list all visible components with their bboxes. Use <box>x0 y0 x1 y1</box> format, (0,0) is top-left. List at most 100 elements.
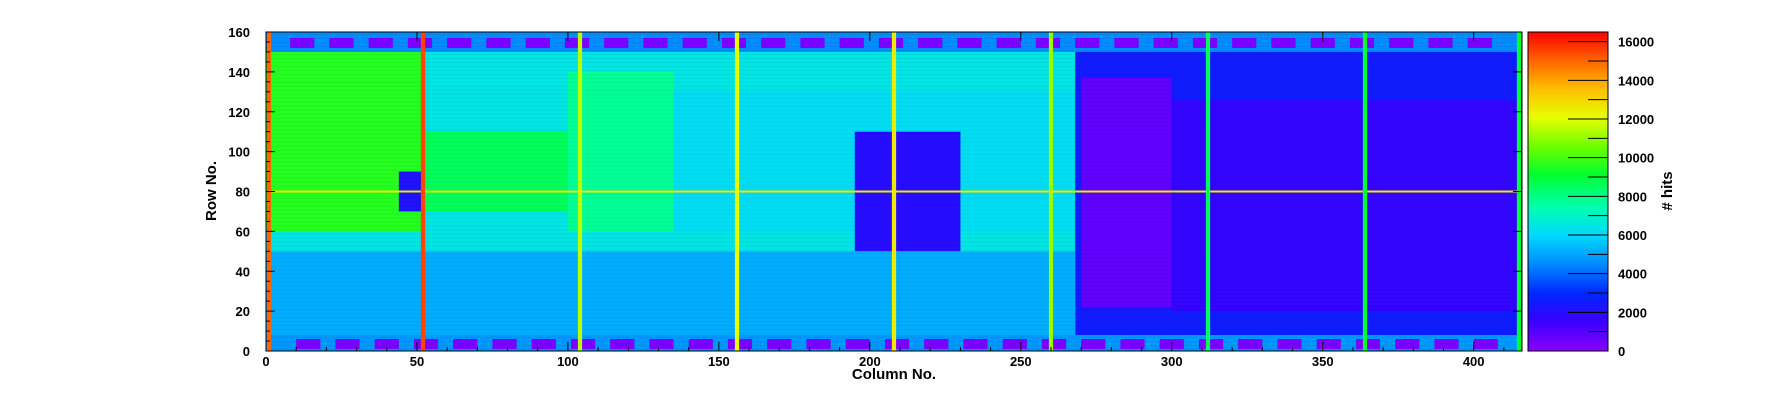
hot-column <box>420 32 426 351</box>
pad-cell <box>1238 339 1263 350</box>
pad-cell <box>1389 37 1414 48</box>
pad-cell <box>368 37 393 48</box>
z-tick-label: 4000 <box>1618 267 1647 282</box>
pad-cell <box>767 339 792 350</box>
pad-cell <box>604 37 629 48</box>
pad-cell <box>1120 339 1145 350</box>
pad-cell <box>447 37 472 48</box>
pad-cell <box>918 37 943 48</box>
hot-column <box>891 32 897 351</box>
y-tick-label: 20 <box>236 304 250 319</box>
y-tick-label: 80 <box>236 185 250 200</box>
x-tick-label: 200 <box>859 354 881 369</box>
heatmap-region <box>266 32 423 232</box>
y-tick-label: 0 <box>243 344 250 359</box>
heatmap-cells <box>266 32 1522 351</box>
pad-cell <box>1428 37 1453 48</box>
pad-cell <box>1467 37 1492 48</box>
heatmap-region <box>266 251 1076 351</box>
x-tick-label: 150 <box>708 354 730 369</box>
pad-cell <box>1153 37 1178 48</box>
pad-cell <box>290 37 315 48</box>
pad-cell <box>407 37 433 48</box>
pad-cell <box>486 37 511 48</box>
z-tick-label: 6000 <box>1618 228 1647 243</box>
color-scale: 0 2000 4000 6000 8000 10000 12000 14000 16000 # … <box>1527 31 1676 359</box>
hot-column <box>577 32 583 351</box>
x-tick-label: 100 <box>557 354 579 369</box>
pad-cell <box>1310 37 1335 48</box>
pad-cell <box>1271 37 1296 48</box>
y-axis: 0 20 40 60 80 100 120 140 160 <box>228 25 1522 359</box>
pad-cell <box>845 339 870 350</box>
pad-cell <box>374 339 399 350</box>
pad-cell <box>643 37 668 48</box>
pad-cell <box>1002 339 1027 350</box>
y-tick-label: 40 <box>236 264 250 279</box>
pad-cell <box>525 37 550 48</box>
pad-cell <box>800 37 825 48</box>
z-tick-label: 0 <box>1618 344 1625 359</box>
pad-cell <box>884 339 910 350</box>
y-axis-title: Row No. <box>203 161 220 221</box>
pad-cell <box>1232 37 1257 48</box>
hot-column <box>1362 32 1368 351</box>
heatmap-region <box>423 131 568 212</box>
z-tick-label: 12000 <box>1618 112 1654 127</box>
pad-cell <box>924 339 949 350</box>
pad-cell <box>1277 339 1302 350</box>
pad-cell <box>1035 37 1061 48</box>
x-tick-label: 300 <box>1161 354 1183 369</box>
pad-cell <box>1349 37 1375 48</box>
z-tick-label: 16000 <box>1618 35 1654 50</box>
pad-cell <box>296 339 321 350</box>
pad-cell <box>761 37 786 48</box>
pad-cell <box>963 339 988 350</box>
pad-cell <box>682 37 707 48</box>
x-tick-label: 350 <box>1312 354 1334 369</box>
z-tick-label: 2000 <box>1618 305 1647 320</box>
x-tick-label: 250 <box>1010 354 1032 369</box>
pad-cell <box>1355 339 1381 350</box>
pad-cell <box>570 339 596 350</box>
z-tick-label: 8000 <box>1618 189 1647 204</box>
pad-cell <box>335 339 360 350</box>
z-tick-label: 10000 <box>1618 151 1654 166</box>
hot-column <box>1048 32 1054 351</box>
pad-cell <box>1075 37 1100 48</box>
pad-cell <box>1192 37 1218 48</box>
heatmap-region <box>567 71 674 232</box>
y-tick-label: 140 <box>228 65 250 80</box>
heatmap-region <box>1171 99 1522 312</box>
pad-cell <box>839 37 864 48</box>
pad-cell <box>721 37 747 48</box>
z-tick-label: 14000 <box>1618 73 1654 88</box>
pad-cell <box>996 37 1021 48</box>
y-tick-label: 100 <box>228 145 250 160</box>
pad-cell <box>453 339 478 350</box>
pad-cell <box>806 339 831 350</box>
pad-cell <box>1041 339 1067 350</box>
x-tick-label: 400 <box>1463 354 1485 369</box>
y-tick-label: 60 <box>236 224 250 239</box>
pad-cell <box>1395 339 1420 350</box>
pad-cell <box>1081 339 1106 350</box>
pad-cell <box>957 37 982 48</box>
pad-cell <box>688 339 713 350</box>
pad-cell <box>878 37 904 48</box>
pad-cell <box>649 339 674 350</box>
pad-cell <box>727 339 753 350</box>
color-scale-gradient <box>1528 32 1608 351</box>
pad-cell <box>1198 339 1224 350</box>
plot-area <box>265 31 1523 352</box>
pad-cell <box>531 339 556 350</box>
pad-cell <box>413 339 439 350</box>
x-axis: 0 50 100 150 200 250 300 350 400 <box>262 32 1505 369</box>
hot-column <box>734 32 740 351</box>
pad-cell <box>492 339 517 350</box>
x-axis-title: Column No. <box>852 366 936 383</box>
pad-cell <box>1316 339 1341 350</box>
pad-cell <box>564 37 590 48</box>
hot-column <box>1205 32 1211 351</box>
